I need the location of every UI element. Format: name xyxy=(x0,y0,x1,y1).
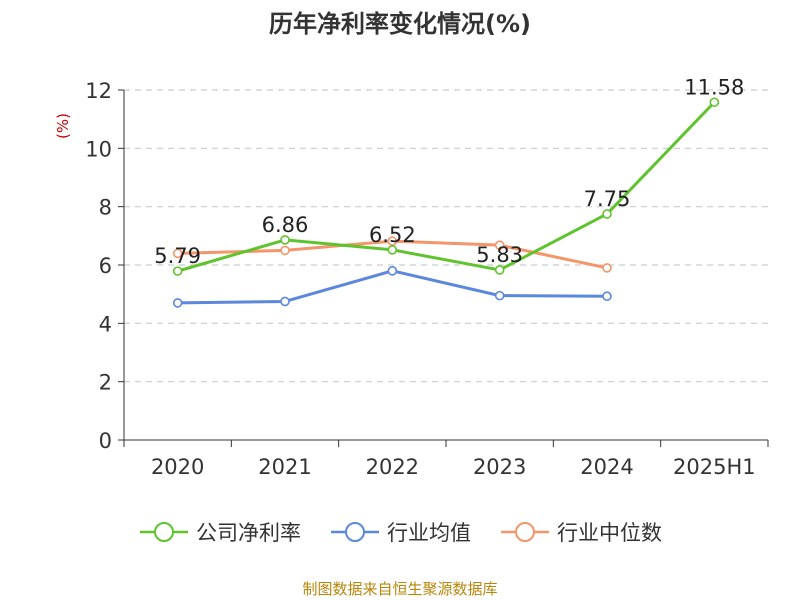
y-tick-label: 12 xyxy=(85,79,112,103)
y-tick-label: 2 xyxy=(99,371,112,395)
data-point xyxy=(494,265,505,275)
legend-label: 行业均值 xyxy=(387,521,471,545)
data-point xyxy=(387,266,398,276)
y-tick-label: 0 xyxy=(99,429,112,453)
x-tick-label: 2022 xyxy=(366,455,419,479)
data-label: 11.58 xyxy=(684,75,744,99)
data-point xyxy=(172,248,183,259)
y-tick-label: 6 xyxy=(99,254,112,278)
source-note: 制图数据来自恒生聚源数据库 xyxy=(302,580,498,598)
x-tick-label: 2020 xyxy=(151,455,204,479)
data-point xyxy=(280,296,290,307)
legend-marker-icon xyxy=(140,522,188,542)
grid-layer xyxy=(124,89,768,383)
series-0 xyxy=(172,97,720,276)
x-tick-label: 2021 xyxy=(258,455,311,479)
data-point xyxy=(280,245,290,256)
axis-layer: 0 2 4 6 8 10 12 2020 2021 2022 2023 2024 2025H1 (%) xyxy=(54,79,769,479)
series-line xyxy=(177,101,716,273)
x-tick-label: 2023 xyxy=(473,455,526,479)
data-point xyxy=(709,97,720,108)
legend-item[interactable]: 行业均值 xyxy=(329,517,471,547)
series-1 xyxy=(172,266,612,308)
data-label: 5.79 xyxy=(154,244,201,268)
legend-marker-icon xyxy=(331,522,379,542)
data-point xyxy=(494,290,505,301)
data-point xyxy=(602,291,612,302)
data-point xyxy=(602,263,612,273)
series-line xyxy=(177,269,608,305)
data-label-layer: 5.79 6.86 6.52 5.83 7.75 11.58 xyxy=(154,75,744,268)
data-point xyxy=(602,209,612,219)
legend-marker-icon xyxy=(501,522,549,542)
x-tick-label: 2025H1 xyxy=(673,455,756,479)
data-point xyxy=(494,240,505,250)
data-point xyxy=(172,266,183,276)
data-point xyxy=(387,245,398,255)
data-label: 5.83 xyxy=(476,243,523,267)
y-tick-label: 10 xyxy=(85,137,112,161)
data-label: 7.75 xyxy=(584,187,631,211)
series-layer xyxy=(172,97,720,308)
data-point xyxy=(172,298,183,308)
legend: 公司净利率 行业均值 行业中位数 xyxy=(0,517,800,547)
data-label: 6.86 xyxy=(262,213,309,237)
legend-item[interactable]: 行业中位数 xyxy=(499,517,662,547)
y-tick-label: 8 xyxy=(99,196,112,220)
data-point xyxy=(280,235,290,245)
y-axis-label: (%) xyxy=(54,113,72,139)
legend-label: 行业中位数 xyxy=(557,521,662,545)
data-label: 6.52 xyxy=(369,223,416,247)
y-tick-label: 4 xyxy=(99,312,112,336)
chart-title: 历年净利率变化情况(%) xyxy=(269,10,531,38)
legend-item[interactable]: 公司净利率 xyxy=(138,517,301,547)
legend-label: 公司净利率 xyxy=(196,521,301,545)
x-tick-label: 2024 xyxy=(580,455,633,479)
